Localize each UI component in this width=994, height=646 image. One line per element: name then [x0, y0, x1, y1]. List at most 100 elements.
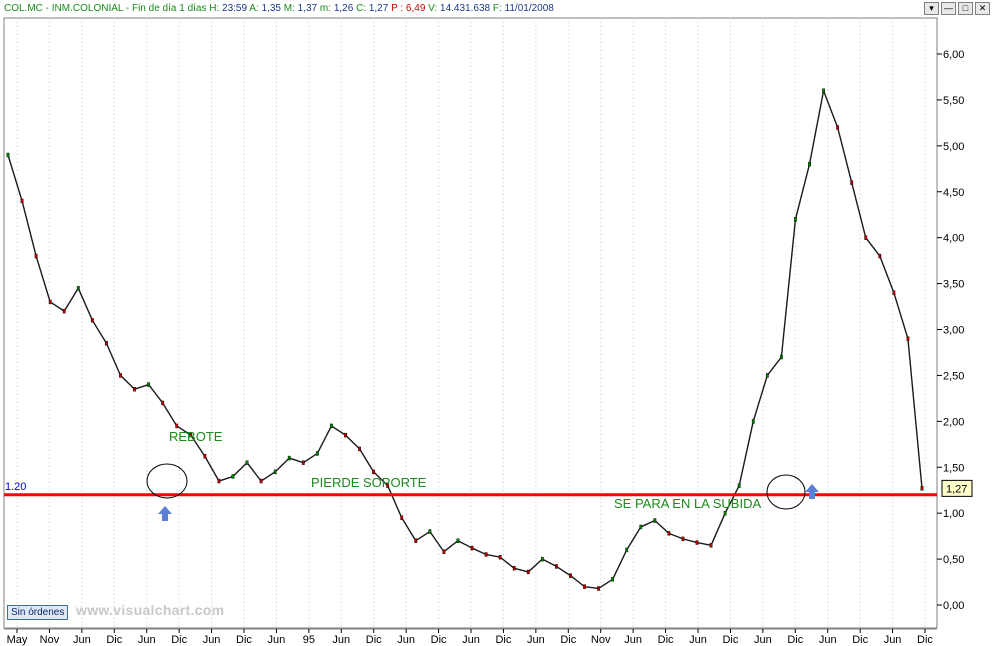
price-segment — [176, 425, 192, 436]
m-label: M: — [283, 3, 295, 14]
price-segment — [851, 182, 867, 238]
price-bar — [653, 518, 657, 523]
price-segment — [148, 384, 164, 404]
price-bar — [751, 419, 755, 424]
annotation-label: REBOTE — [169, 429, 223, 444]
price-bar — [498, 555, 502, 560]
price-bar — [555, 564, 558, 569]
price-segment — [485, 553, 501, 558]
y-tick-label: 1,50 — [943, 462, 964, 474]
price-bar — [723, 510, 727, 516]
price-bar — [920, 486, 924, 491]
price-segment — [808, 90, 825, 165]
price-segment — [429, 531, 445, 553]
x-tick-label: Dic — [366, 634, 382, 646]
price-bar — [119, 373, 122, 378]
last-price-label: 1,27 — [946, 483, 967, 495]
price-bar — [189, 432, 193, 438]
price-segment — [415, 530, 431, 542]
price-bar — [372, 469, 375, 475]
price-segment — [316, 425, 333, 454]
price-segment — [373, 471, 389, 487]
price-bar — [133, 386, 136, 392]
price-segment — [49, 301, 65, 312]
price-segment — [893, 292, 909, 339]
price-bar — [695, 540, 699, 545]
price-bar — [105, 341, 108, 346]
mm-label: m: — [319, 3, 332, 14]
price-bar — [175, 423, 179, 429]
x-tick-label: Dic — [917, 634, 933, 646]
p-label: P : — [391, 3, 404, 14]
subida-circle — [766, 474, 806, 510]
x-tick-label: Dic — [560, 634, 576, 646]
x-tick-label: Jun — [397, 634, 415, 646]
price-segment — [822, 90, 839, 128]
y-tick-label: 5,50 — [943, 95, 964, 107]
y-tick-label: 3,00 — [943, 325, 964, 337]
price-segment — [724, 485, 740, 514]
minimize-button[interactable]: — — [941, 2, 956, 15]
price-segment — [738, 421, 754, 486]
price-bar — [386, 483, 390, 488]
x-tick-label: Jun — [689, 634, 707, 646]
price-bar — [540, 556, 544, 562]
price-segment — [514, 567, 529, 573]
f-value: 11/01/2008 — [504, 3, 554, 14]
price-bar — [330, 423, 333, 429]
watermark: www.visualchart.com — [76, 602, 225, 618]
f-label: F: — [492, 3, 502, 14]
orders-status-button[interactable]: Sin órdenes — [7, 605, 69, 620]
x-tick-label: Jun — [624, 634, 642, 646]
h-value: 23:59 — [222, 3, 248, 14]
price-segment — [766, 356, 782, 376]
rebote-circle — [146, 463, 188, 499]
x-tick-label: Dic — [431, 634, 447, 646]
x-tick-label: Jun — [73, 634, 91, 646]
price-segment — [696, 541, 712, 546]
arrow-head — [805, 484, 819, 492]
price-segment — [134, 383, 149, 390]
price-bar — [414, 538, 418, 543]
price-segment — [77, 287, 94, 321]
price-segment — [598, 578, 614, 590]
price-bar — [76, 285, 80, 291]
x-tick-label: Dic — [658, 634, 674, 646]
price-bar — [34, 253, 38, 259]
x-tick-label: Jun — [754, 634, 772, 646]
price-bar — [512, 566, 516, 571]
support-level-label: 1.20 — [5, 481, 26, 493]
price-segment — [232, 462, 248, 477]
price-segment — [105, 342, 122, 376]
gridlines — [3, 17, 938, 629]
price-bar — [765, 373, 769, 378]
price-bar — [822, 88, 825, 93]
close-button[interactable]: ✕ — [975, 2, 990, 15]
price-segment — [401, 517, 417, 542]
price-bar — [161, 400, 165, 406]
price-segment — [331, 425, 346, 436]
price-series — [6, 88, 924, 591]
price-bar — [681, 536, 685, 542]
price-bar — [892, 290, 896, 295]
price-segment — [570, 575, 585, 588]
y-tick-label: 0,00 — [943, 600, 964, 612]
last-price-box — [941, 479, 973, 497]
price-bar — [470, 545, 474, 551]
a-value: 1,35 — [261, 3, 281, 14]
y-tick-label: 3,50 — [943, 279, 964, 291]
price-bar — [442, 549, 446, 554]
price-bar — [639, 524, 643, 530]
window-controls: ▾ — □ ✕ — [924, 2, 990, 15]
price-bar — [62, 308, 66, 314]
price-segment — [289, 457, 304, 464]
price-bar — [147, 382, 151, 387]
maximize-button[interactable]: □ — [958, 2, 973, 15]
dropdown-button[interactable]: ▾ — [924, 2, 939, 15]
subida-arrow — [805, 484, 819, 499]
x-tick-label: Dic — [106, 634, 122, 646]
price-bar — [709, 543, 713, 548]
x-tick-label: Jun — [527, 634, 545, 646]
